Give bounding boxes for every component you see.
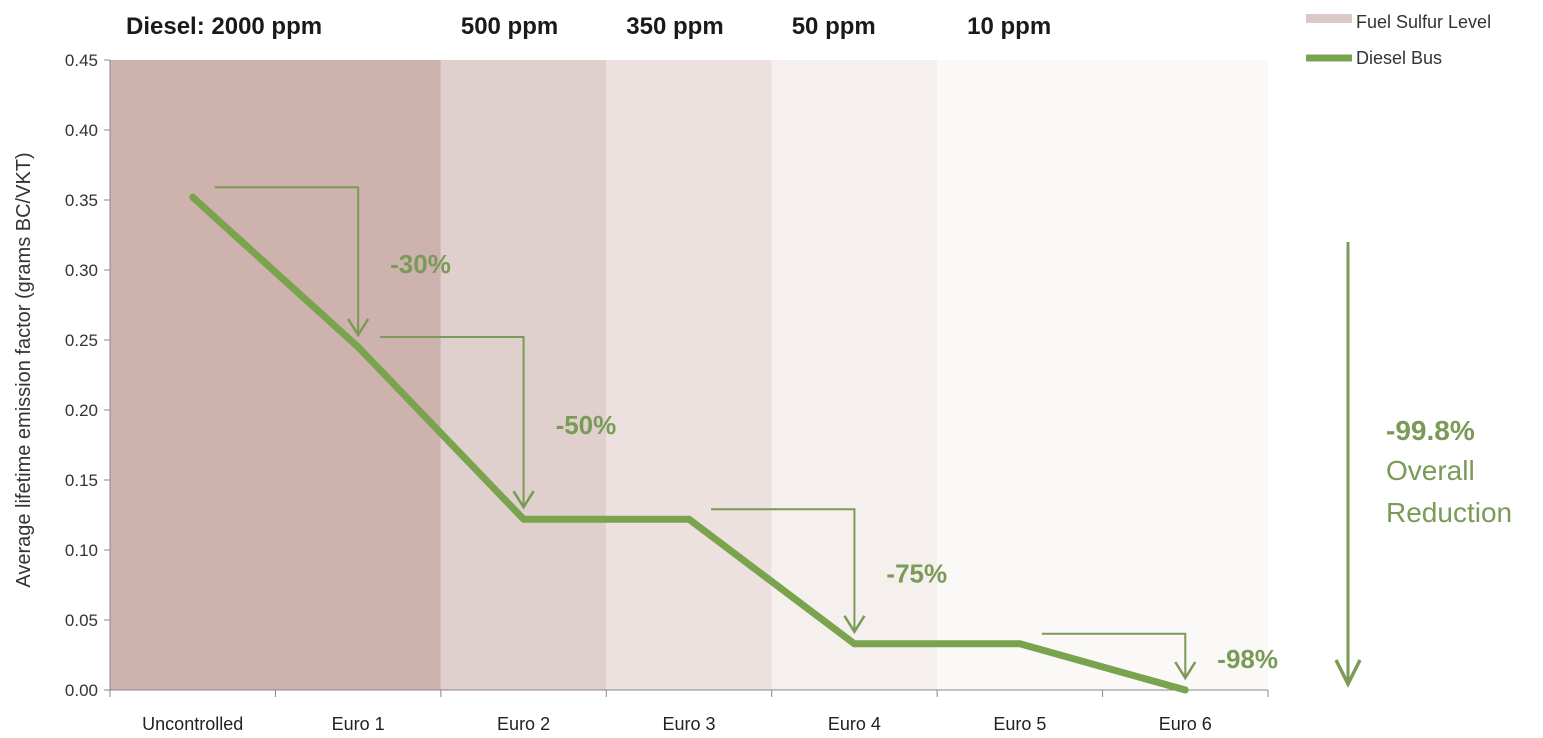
x-category-label-0: Uncontrolled — [142, 714, 243, 734]
y-tick-label-8: 0.40 — [65, 121, 98, 140]
reduction-arrow-0 — [214, 186, 360, 335]
overall-line1: Overall — [1386, 455, 1475, 486]
x-category-labels: Uncontrolled Euro 1 Euro 2 Euro 3 Euro 4 Euro… — [142, 714, 1212, 734]
reduction-label-1: -50% — [556, 410, 617, 440]
sulfur-band-2 — [606, 60, 772, 690]
overall-reduction: -99.8% Overall Reduction — [1334, 242, 1512, 688]
overall-line2: Reduction — [1386, 497, 1512, 528]
reduction-arrows: -30% -50% -75% -98% — [214, 186, 1278, 681]
y-axis-title: Average lifetime emission factor (grams … — [13, 152, 35, 587]
y-tick-label-3: 0.15 — [65, 471, 98, 490]
legend: Fuel Sulfur Level Diesel Bus — [1306, 12, 1491, 68]
y-tick-label-9: 0.45 — [65, 51, 98, 70]
sulfur-band-0 — [110, 60, 441, 690]
sulfur-band-4 — [937, 60, 1268, 690]
x-category-label-4: Euro 4 — [828, 714, 881, 734]
data-point-1 — [354, 343, 362, 351]
reduction-label-2: -75% — [886, 559, 947, 589]
x-category-label-3: Euro 3 — [662, 714, 715, 734]
reduction-arrowhead-1 — [512, 490, 535, 510]
data-point-6 — [1181, 686, 1189, 694]
reduction-arrow-3 — [1041, 632, 1187, 678]
y-tick-label-7: 0.35 — [65, 191, 98, 210]
reduction-arrow-2 — [711, 508, 856, 632]
data-point-4 — [850, 640, 858, 648]
data-point-3 — [685, 515, 693, 523]
y-tick-labels: 0.00 0.05 0.10 0.15 0.20 0.25 0.30 0.35 0.40 0.45 — [65, 51, 98, 700]
reduction-label-0: -30% — [390, 249, 451, 279]
sulfur-band-label-0: Diesel: 2000 ppm — [126, 13, 322, 40]
data-point-5 — [1016, 640, 1024, 648]
x-category-label-6: Euro 6 — [1159, 714, 1212, 734]
reduction-arrowhead-3 — [1174, 661, 1197, 681]
overall-value: -99.8% — [1386, 415, 1475, 446]
x-category-label-2: Euro 2 — [497, 714, 550, 734]
sulfur-bands — [110, 60, 1268, 690]
legend-label-1: Diesel Bus — [1356, 48, 1442, 68]
overall-arrowhead — [1334, 659, 1362, 688]
data-point-0 — [189, 193, 197, 201]
sulfur-band-label-4: 10 ppm — [967, 13, 1051, 40]
y-tick-label-5: 0.25 — [65, 331, 98, 350]
sulfur-band-labels: Diesel: 2000 ppm 500 ppm 350 ppm 50 ppm 10 p… — [126, 13, 1051, 40]
y-tick-label-6: 0.30 — [65, 261, 98, 280]
sulfur-band-label-1: 500 ppm — [461, 13, 558, 40]
x-category-label-1: Euro 1 — [332, 714, 385, 734]
y-tick-label-0: 0.00 — [65, 681, 98, 700]
y-tick-label-4: 0.20 — [65, 401, 98, 420]
series-diesel-bus — [189, 193, 1189, 694]
reduction-arrow-1 — [380, 336, 525, 508]
sulfur-band-label-2: 350 ppm — [626, 13, 723, 40]
data-point-2 — [520, 515, 528, 523]
legend-label-0: Fuel Sulfur Level — [1356, 12, 1491, 32]
x-category-label-5: Euro 5 — [993, 714, 1046, 734]
y-tick-label-1: 0.05 — [65, 611, 98, 630]
axes — [104, 59, 1269, 697]
sulfur-band-label-3: 50 ppm — [792, 13, 876, 40]
reduction-arrowhead-0 — [347, 318, 370, 338]
reduction-label-3: -98% — [1217, 644, 1278, 674]
y-tick-label-2: 0.10 — [65, 541, 98, 560]
legend-swatch-0 — [1306, 14, 1352, 23]
reduction-arrowhead-2 — [843, 615, 866, 635]
